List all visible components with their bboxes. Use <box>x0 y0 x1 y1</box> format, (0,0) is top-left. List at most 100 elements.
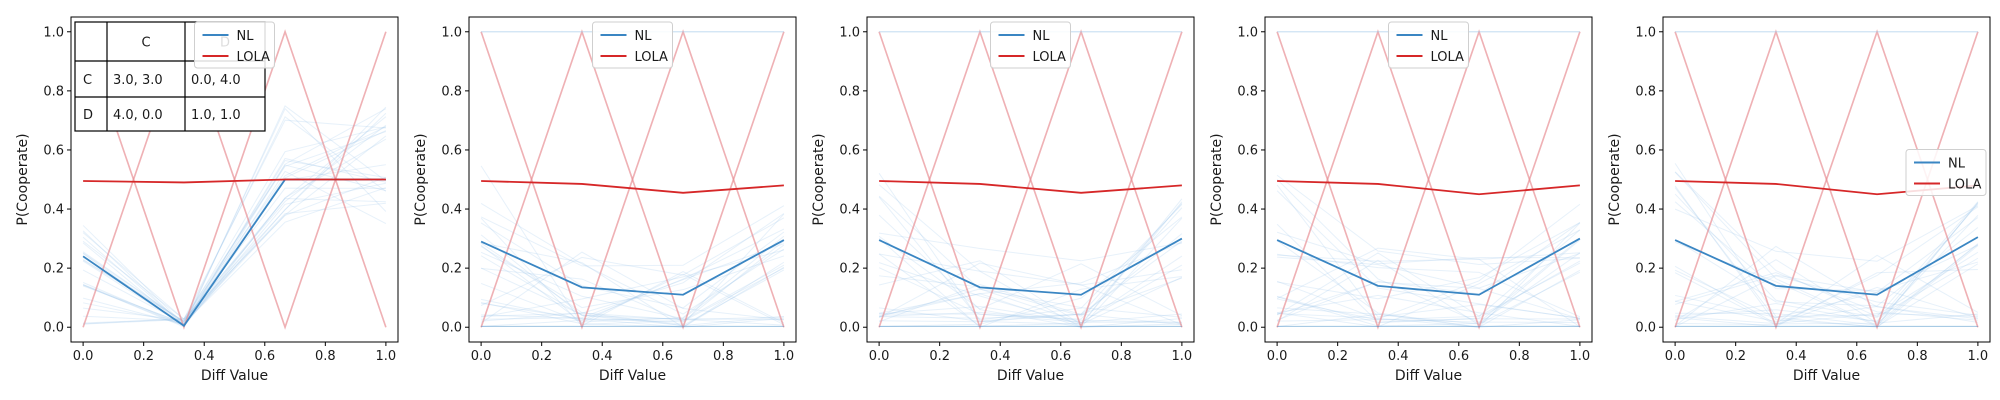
x-axis-label: Diff Value <box>1395 368 1462 384</box>
nl-trajectory <box>481 249 785 318</box>
nl-trajectory <box>1674 171 1979 327</box>
nl-trajectory <box>1276 281 1581 320</box>
nl-trajectory <box>1675 268 1978 328</box>
nl-trajectory <box>1276 252 1581 317</box>
payoff-cell: 4.0, 0.0 <box>113 108 163 123</box>
nl-trajectory <box>879 276 1183 325</box>
x-tick-label: 0.2 <box>1327 349 1348 364</box>
nl-trajectory <box>1277 319 1580 324</box>
nl-trajectory <box>878 235 1183 317</box>
nl-trajectory <box>879 253 1182 328</box>
y-tick-label: 0.2 <box>441 262 462 277</box>
nl-trajectory <box>1675 206 1979 326</box>
y-tick-label: 0.8 <box>839 84 860 99</box>
series-line-lola <box>879 180 1182 194</box>
lola-trajectory <box>878 29 1183 330</box>
nl-trajectory <box>82 198 386 325</box>
background-trajectories <box>878 29 1183 330</box>
legend: NL LOLA <box>990 21 1071 69</box>
nl-trajectory <box>1675 203 1979 322</box>
x-tick-label: 0.6 <box>1448 349 1469 364</box>
nl-trajectory <box>481 240 785 323</box>
nl-trajectory <box>879 240 1183 323</box>
y-tick-label: 0.0 <box>441 321 462 336</box>
x-tick-label: 0.4 <box>194 349 215 364</box>
nl-trajectory <box>878 173 1182 326</box>
lola-trajectory <box>1276 29 1581 330</box>
nl-trajectory <box>480 234 785 326</box>
axes-frame <box>468 16 797 343</box>
y-tick-label: 1.0 <box>1237 25 1258 40</box>
nl-trajectory <box>480 246 785 309</box>
x-tick-label: 0.8 <box>315 349 336 364</box>
nl-trajectory <box>480 242 784 327</box>
nl-trajectory <box>879 242 1183 314</box>
nl-trajectory <box>481 242 784 328</box>
y-tick-label: 0.6 <box>43 143 64 158</box>
nl-trajectory <box>878 196 1183 321</box>
nl-trajectory <box>481 261 785 328</box>
nl-trajectory <box>82 107 387 327</box>
nl-trajectory <box>481 312 784 322</box>
y-tick-label: 1.0 <box>1635 25 1656 40</box>
lola-trajectory <box>1276 29 1581 330</box>
nl-trajectory <box>1276 223 1580 323</box>
payoff-cell: 3.0, 3.0 <box>113 73 163 88</box>
nl-trajectory <box>1277 222 1581 328</box>
lola-trajectory <box>480 29 785 330</box>
nl-trajectory <box>83 126 387 324</box>
nl-trajectory <box>1674 187 1979 328</box>
y-tick-label: 0.6 <box>441 143 462 158</box>
y-tick-label: 0.2 <box>839 262 860 277</box>
nl-trajectory <box>1276 247 1580 300</box>
y-tick-label: 0.8 <box>1635 84 1656 99</box>
lola-trajectory <box>878 29 1183 330</box>
nl-trajectory <box>1276 174 1580 265</box>
x-tick-label: 1.0 <box>1172 349 1193 364</box>
x-tick-label: 0.4 <box>1388 349 1409 364</box>
lola-trajectory <box>878 29 1183 330</box>
nl-trajectory <box>480 205 785 267</box>
nl-trajectory <box>82 176 387 320</box>
nl-trajectory <box>480 251 784 321</box>
series-line-nl <box>1674 236 1979 296</box>
y-tick-label: 1.0 <box>441 25 462 40</box>
nl-trajectory <box>1277 294 1580 327</box>
nl-trajectory <box>1277 271 1581 325</box>
y-axis-label: P(Cooperate) <box>413 133 429 225</box>
nl-trajectory <box>480 213 785 325</box>
legend-label-lola: LOLA <box>1948 178 1982 193</box>
nl-trajectory <box>1674 163 1979 318</box>
nl-trajectory <box>481 243 785 320</box>
x-tick-label: 0.0 <box>73 349 94 364</box>
nl-trajectory <box>83 131 387 325</box>
legend-label-nl: NL <box>1948 157 1966 172</box>
legend-label-nl: NL <box>237 29 255 44</box>
nl-trajectory <box>879 264 1183 324</box>
series-line-nl <box>480 239 785 296</box>
series-line-lola <box>481 180 784 194</box>
nl-trajectory <box>878 238 1182 328</box>
lola-trajectory <box>480 29 785 330</box>
x-tick-label: 0.6 <box>652 349 673 364</box>
nl-trajectory <box>1277 254 1581 328</box>
nl-trajectory <box>1277 253 1581 318</box>
legend: NL LOLA <box>592 21 673 69</box>
legend-label-lola: LOLA <box>1431 50 1465 65</box>
nl-trajectory <box>878 253 1183 327</box>
panel-2: 0.0 0.2 0.4 0.6 0.8 1.0 0.0 0.2 0.4 0.6 0.8 1.0 Diff… <box>413 16 797 384</box>
panel-4: 0.0 0.2 0.4 0.6 0.8 1.0 0.0 0.2 0.4 0.6 0.8 1.0 Diff… <box>1209 16 1593 384</box>
x-tick-label: 0.2 <box>133 349 154 364</box>
series-line-nl <box>878 237 1183 296</box>
nl-trajectory <box>1674 171 1979 318</box>
x-tick-label: 1.0 <box>774 349 795 364</box>
payoff-cell: C <box>83 73 92 88</box>
x-tick-label: 0.8 <box>1111 349 1132 364</box>
nl-trajectory <box>82 126 387 323</box>
nl-trajectory <box>1276 222 1581 321</box>
legend-label-nl: NL <box>1033 29 1051 44</box>
legend: NL LOLA <box>194 21 275 69</box>
nl-trajectory <box>879 202 1183 319</box>
axes-frame <box>70 16 399 343</box>
y-axis-label: P(Cooperate) <box>811 133 827 225</box>
